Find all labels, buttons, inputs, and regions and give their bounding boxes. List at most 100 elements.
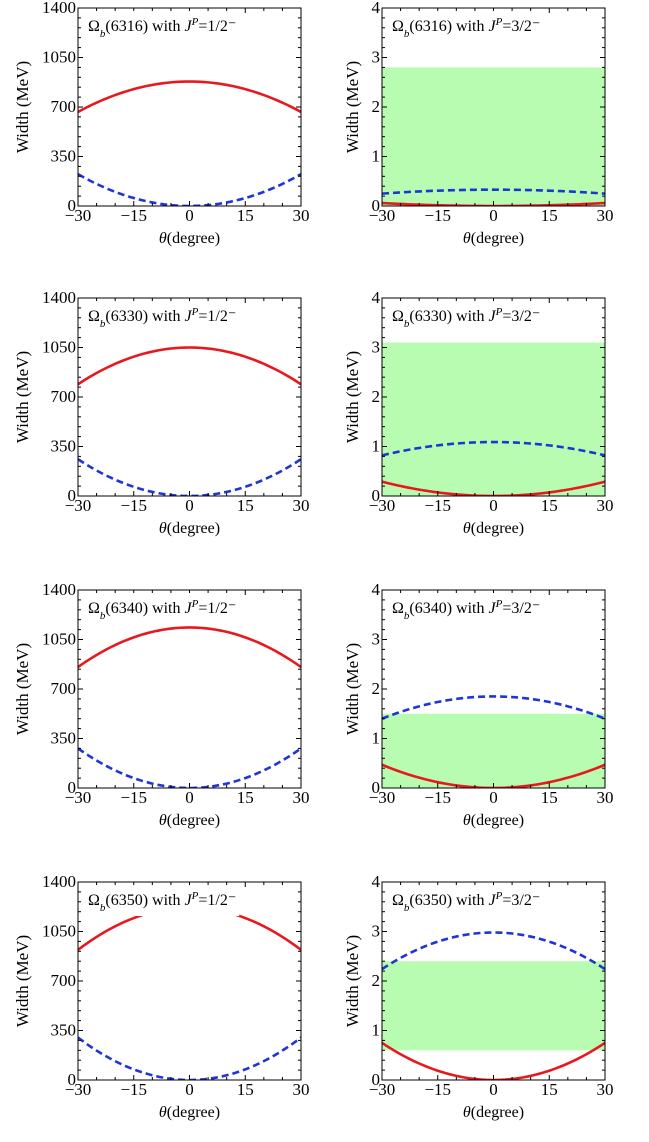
solid-series-line [78, 626, 301, 669]
y-axis-label: Width (MeV) [13, 935, 32, 1027]
y-tick-label: 0 [372, 1070, 381, 1089]
x-tick-label: 15 [541, 788, 558, 807]
y-tick-label: 2 [372, 387, 381, 406]
y-tick-label: 3 [372, 922, 381, 941]
y-tick-label: 3 [372, 48, 381, 67]
y-tick-label: 700 [51, 387, 77, 406]
chart-title-part: J [185, 18, 193, 35]
y-tick-label: 1400 [42, 288, 76, 307]
solid-series-line [382, 1041, 605, 1080]
chart-title-part: (6330) with [105, 308, 184, 325]
x-tick-label: 15 [541, 206, 558, 225]
chart-title: Ωb(6340) with JP=1/2⁻ [88, 598, 236, 622]
x-tick-label: 15 [237, 496, 254, 515]
y-tick-label: 700 [51, 97, 77, 116]
title-background [389, 593, 544, 624]
x-tick-label: 15 [541, 496, 558, 515]
x-tick-label: 15 [237, 1080, 254, 1099]
solid-series-line [78, 346, 301, 386]
y-tick-label: 4 [372, 580, 381, 599]
x-axis-label: θ(degree) [463, 1104, 524, 1121]
title-background [85, 301, 240, 332]
dashed-series-line [78, 747, 301, 788]
chart-title-part: J [185, 892, 193, 909]
chart-title-part: =1/2⁻ [198, 600, 236, 617]
x-tick-label: −15 [120, 206, 147, 225]
chart-title-part: P [191, 598, 199, 610]
x-tick-label: 0 [489, 496, 498, 515]
chart-title-part: b [100, 902, 106, 914]
chart-title-part: P [191, 890, 199, 902]
y-axis-label: Width (MeV) [13, 61, 32, 153]
chart-title-part: (6316) with [105, 18, 184, 35]
y-axis-label: Width (MeV) [343, 351, 362, 443]
chart-title-part: J [489, 18, 497, 35]
dashed-series-line [78, 1036, 301, 1080]
x-tick-label: −15 [424, 1080, 451, 1099]
chart-title-part: Ω [88, 600, 100, 617]
x-tick-label: 30 [293, 1080, 310, 1099]
y-tick-label: 1 [372, 147, 381, 166]
x-tick-label: −15 [120, 1080, 147, 1099]
title-background [85, 593, 240, 624]
chart-title-part: (6340) with [105, 600, 184, 617]
y-tick-label: 4 [372, 872, 381, 891]
chart-panel: −30 −15 0 15 30 0 350 700 1050 1400 Ωb(6330) with … [13, 288, 310, 537]
chart-title: Ωb(6316) with JP=3/2⁻ [392, 16, 540, 40]
x-tick-label: −30 [369, 496, 396, 515]
x-tick-label: −30 [369, 788, 396, 807]
x-axis-label: θ(degree) [463, 812, 524, 829]
chart-title-part: P [495, 16, 503, 28]
title-background [85, 885, 240, 916]
y-tick-label: 0 [372, 486, 381, 505]
chart-title-part: b [100, 610, 106, 622]
x-axis-label-symbol: θ [159, 230, 167, 247]
y-tick-label: 4 [372, 288, 381, 307]
y-tick-label: 350 [51, 437, 77, 456]
chart-title-part: b [100, 28, 106, 40]
y-tick-label: 0 [372, 196, 381, 215]
chart-title: Ωb(6330) with JP=3/2⁻ [392, 306, 540, 330]
x-tick-label: 0 [489, 1080, 498, 1099]
x-axis-label-unit: (degree) [471, 230, 524, 247]
y-tick-label: 1 [372, 437, 381, 456]
x-tick-label: −15 [424, 788, 451, 807]
x-axis-label: θ(degree) [159, 520, 220, 537]
title-background [389, 301, 544, 332]
x-tick-label: 30 [597, 496, 614, 515]
x-axis-label-symbol: θ [159, 520, 167, 537]
chart-title-part: =3/2⁻ [502, 308, 540, 325]
x-tick-label: 0 [185, 206, 194, 225]
chart-title: Ωb(6316) with JP=1/2⁻ [88, 16, 236, 40]
chart-title-part: P [495, 306, 503, 318]
y-tick-label: 1400 [42, 580, 76, 599]
dashed-series-line [382, 695, 605, 720]
y-tick-label: 3 [372, 630, 381, 649]
chart-title-part: Ω [392, 18, 404, 35]
x-tick-label: −15 [424, 206, 451, 225]
chart-title-part: =1/2⁻ [198, 18, 236, 35]
x-tick-label: 30 [597, 1080, 614, 1099]
title-background [389, 11, 544, 42]
y-axis-label: Width (MeV) [343, 935, 362, 1027]
x-axis-label-unit: (degree) [471, 520, 524, 537]
chart-title-part: Ω [392, 600, 404, 617]
chart-title-part: Ω [88, 308, 100, 325]
y-tick-label: 1400 [42, 872, 76, 891]
chart-title-part: Ω [88, 892, 100, 909]
y-tick-label: 1050 [42, 338, 76, 357]
x-axis-label-unit: (degree) [167, 1104, 220, 1121]
chart-title-part: b [404, 28, 410, 40]
y-tick-label: 1 [372, 1021, 381, 1040]
y-tick-label: 0 [68, 1070, 77, 1089]
y-tick-label: 4 [372, 0, 381, 17]
x-tick-label: 0 [489, 206, 498, 225]
chart-title-part: P [495, 598, 503, 610]
y-tick-label: 0 [68, 486, 77, 505]
x-axis-label-unit: (degree) [167, 230, 220, 247]
solid-series-line [78, 80, 301, 114]
chart-title-part: (6330) with [409, 308, 488, 325]
